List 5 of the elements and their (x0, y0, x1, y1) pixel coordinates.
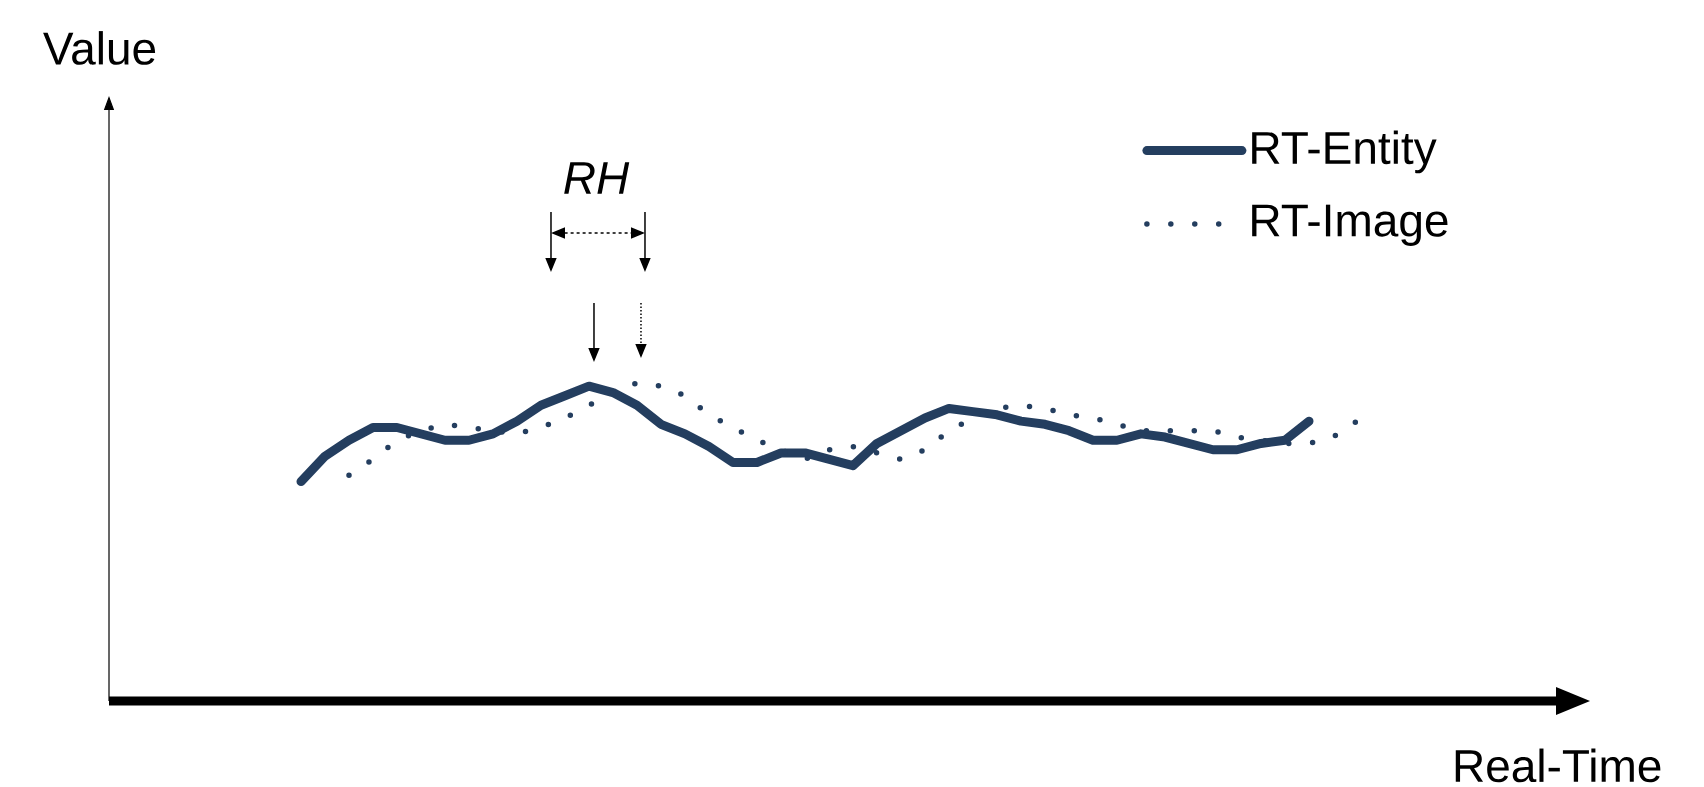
legend-label: RT-Image (1252, 204, 1448, 246)
text: RH (564, 162, 630, 194)
x-axis-title: Real-Time (1455, 748, 1661, 783)
legend-label: RT-Entity (1252, 130, 1437, 174)
text: Value (43, 31, 156, 65)
